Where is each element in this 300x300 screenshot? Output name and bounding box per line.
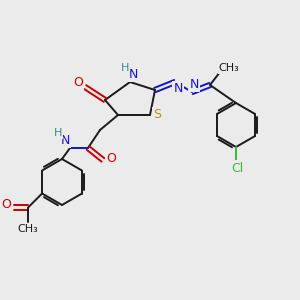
Text: O: O [106, 152, 116, 164]
Text: O: O [1, 198, 11, 211]
Text: N: N [173, 82, 183, 95]
Text: N: N [189, 77, 199, 91]
Text: CH₃: CH₃ [18, 224, 38, 235]
Text: Cl: Cl [231, 161, 243, 175]
Text: S: S [153, 109, 161, 122]
Text: H: H [54, 128, 62, 138]
Text: N: N [60, 134, 70, 146]
Text: H: H [121, 63, 129, 73]
Text: CH₃: CH₃ [219, 63, 239, 73]
Text: O: O [73, 76, 83, 89]
Text: N: N [128, 68, 138, 80]
